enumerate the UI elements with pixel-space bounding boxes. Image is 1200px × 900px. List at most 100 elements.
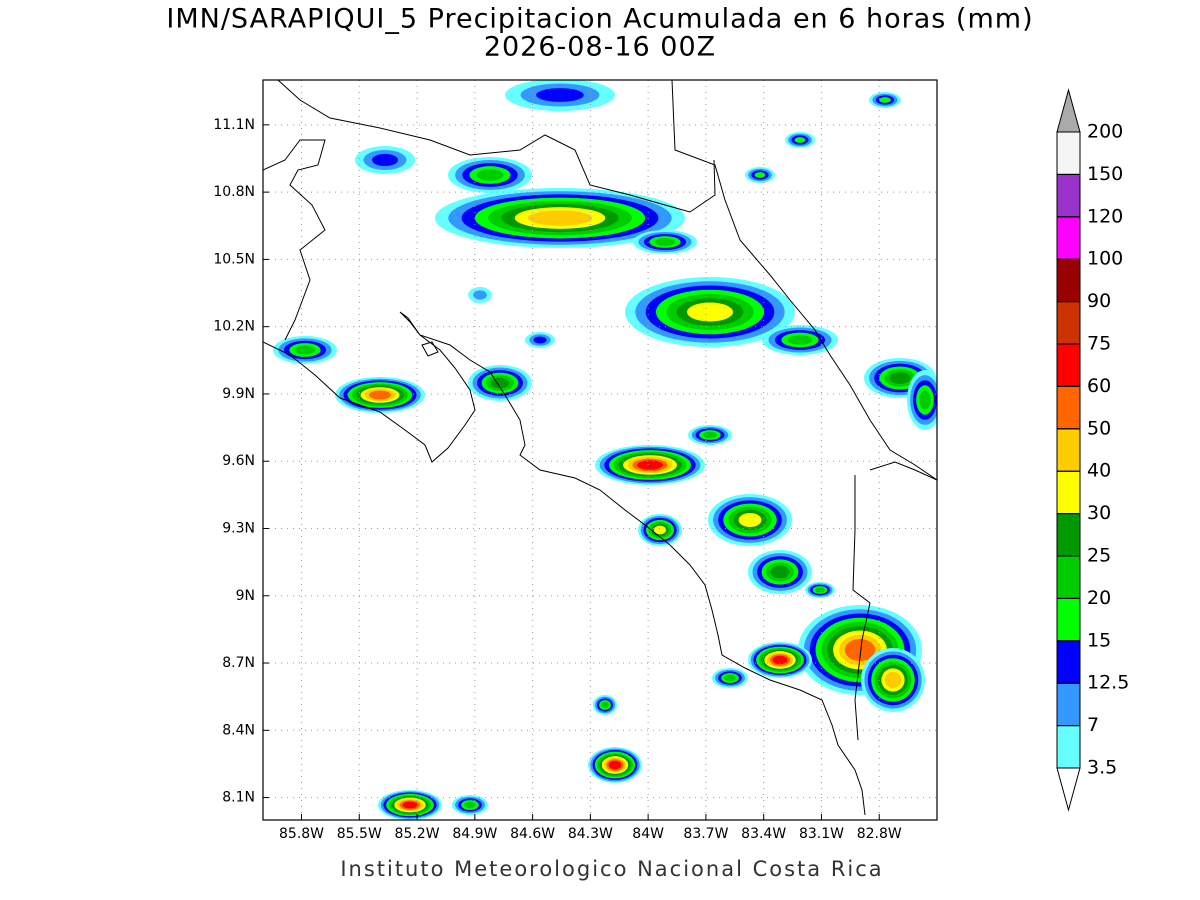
x-tick-label: 84.3W [568,826,613,842]
colorbar-box [1056,131,1081,175]
rain-contour [464,801,476,809]
x-tick-label: 84.9W [452,826,497,842]
colorbar-arrow [1056,767,1081,812]
colorbar-label: 50 [1087,417,1111,439]
colorbar-label: 12.5 [1087,672,1129,694]
rain-contour [527,210,593,226]
y-tick-label: 10.8N [213,184,255,200]
rain-contour [702,431,718,439]
rain-contour [608,760,622,770]
footer: Instituto Meteorologico Nacional Costa R… [340,857,883,881]
colorbar-label: 15 [1087,629,1111,651]
x-tick-label: 83.4W [741,826,786,842]
x-tick-label: 82.8W [857,826,902,842]
colorbar-box [1056,555,1081,599]
rain-contour [794,137,806,143]
colorbar-box [1056,682,1081,727]
colorbar-label: 7 [1087,714,1099,736]
y-tick-label: 9.6N [222,453,255,469]
x-tick-label: 85.2W [395,826,440,842]
coastline [671,80,937,481]
rain-contour [294,345,316,355]
rain-contour [919,390,931,410]
colorbar-box [1056,640,1081,684]
rain-contour [686,302,734,322]
rain-contour [473,290,487,300]
coastline [277,80,716,213]
colorbar-label: 100 [1087,248,1123,270]
colorbar-box [1056,428,1081,472]
x-tick-label: 84.6W [510,826,555,842]
rain-contour [889,372,911,384]
y-tick-label: 8.4N [222,722,255,738]
rain-contour [724,674,736,682]
rain-contour [601,701,609,709]
rain-contour [884,671,902,689]
colorbar-label: 40 [1087,460,1111,482]
rain-contour [533,336,547,344]
colorbar-box [1056,597,1081,642]
colorbar-label: 150 [1087,163,1123,185]
colorbar-label: 200 [1087,121,1123,143]
colorbar-box [1056,301,1081,345]
colorbar-label: 75 [1087,333,1111,355]
y-tick-label: 10.5N [213,251,255,267]
colorbar-box [1056,343,1081,387]
colorbar-box [1056,258,1081,303]
rain-contour [844,639,876,661]
x-tick-label: 85.8W [279,826,324,842]
y-tick-label: 10.2N [213,319,255,335]
colorbar-box [1056,173,1081,218]
colorbar-box [1056,725,1081,769]
coastlines [263,80,937,816]
rain-contour [654,525,666,535]
x-tick-label: 83.1W [799,826,844,842]
precipitation-field [273,80,937,820]
rain-contour [879,97,891,103]
colorbar-label: 3.5 [1087,757,1117,779]
rain-contour [772,655,788,665]
rain-contour [476,169,504,181]
rain-contour [754,172,766,178]
colorbar-box [1056,513,1081,557]
coastline [869,461,937,481]
colorbar-label: 90 [1087,290,1111,312]
coastline [263,311,866,816]
border [852,475,871,741]
colorbar-box [1056,470,1081,515]
plot-frame [262,79,938,821]
colorbar-box [1056,385,1081,430]
grid: 85.8W 85.5W 85.2W 84.9W 84.6W 84.3W 84W 83.7W 83… [213,80,937,842]
y-tick-label: 9N [236,588,255,604]
y-tick-label: 11.1N [213,117,255,133]
colorbar: 3.5 7 12.5 15 20 25 30 40 50 60 75 90 100 120 150 200 [1056,88,1129,812]
colorbar-label: 20 [1087,587,1111,609]
rain-contour [369,390,391,400]
colorbar-label: 25 [1087,545,1111,567]
rain-contour [770,565,790,579]
colorbar-arrow [1056,88,1081,133]
y-tick-label: 9.9N [222,386,255,402]
rain-contour [372,153,398,167]
rain-contour [637,460,663,470]
title: IMN/SARAPIQUI_5 Precipitacion Acumulada … [166,4,1033,35]
colorbar-label: 120 [1087,205,1123,227]
colorbar-label: 30 [1087,502,1111,524]
rain-contour [402,801,418,809]
y-tick-label: 9.3N [222,520,255,536]
rain-contour [787,335,813,345]
island [421,341,439,357]
y-tick-label: 8.7N [222,655,255,671]
rain-contour [536,88,584,102]
y-tick-label: 8.1N [222,790,255,806]
rain-contour [654,238,676,246]
subtitle: 2026-08-16 00Z [484,32,716,63]
x-tick-label: 83.7W [683,826,728,842]
x-tick-label: 85.5W [337,826,382,842]
coastline [263,139,326,341]
x-tick-label: 84W [632,826,664,842]
rain-contour [815,587,825,593]
rain-contour [738,512,762,528]
